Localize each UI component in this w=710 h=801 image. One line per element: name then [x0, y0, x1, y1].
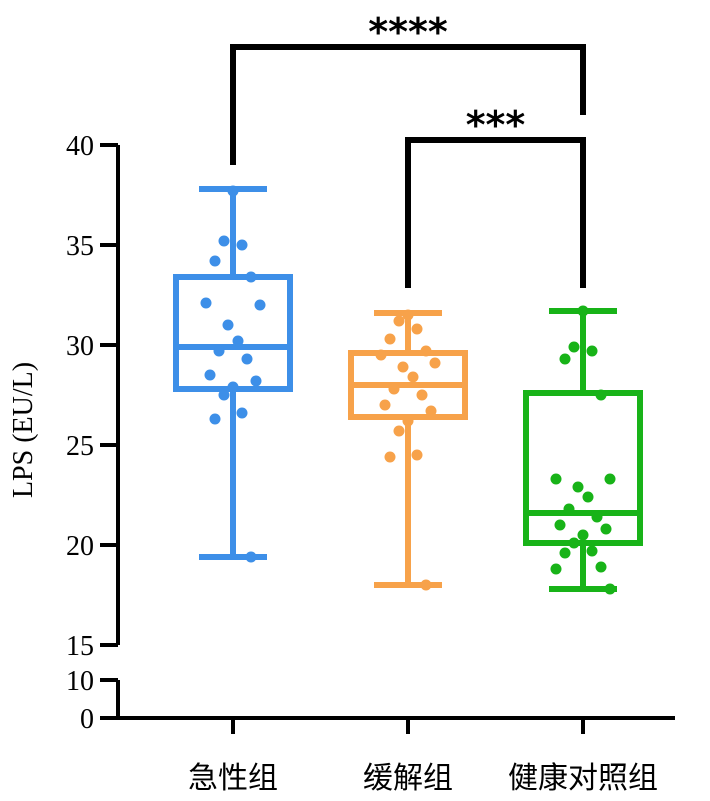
y-tick-label: 15	[66, 631, 94, 662]
data-point	[254, 299, 266, 311]
data-point	[568, 341, 580, 353]
data-point	[245, 271, 257, 283]
data-point	[604, 473, 616, 485]
iqr-box	[523, 390, 643, 546]
data-point	[222, 319, 234, 331]
data-point	[429, 357, 441, 369]
data-point	[595, 561, 607, 573]
y-tick-label: 35	[66, 231, 94, 262]
data-point	[213, 345, 225, 357]
data-point	[218, 389, 230, 401]
x-category-label: 急性组	[188, 761, 278, 796]
x-category-label: 健康对照组	[508, 761, 658, 796]
y-axis: 15 20 25 30 35 40 0 10 LPS (EU/L)	[8, 131, 120, 735]
data-point	[591, 511, 603, 523]
data-point	[600, 523, 612, 535]
y-tick-label: 25	[66, 431, 94, 462]
data-point	[384, 333, 396, 345]
data-point	[572, 481, 584, 493]
data-point	[420, 345, 432, 357]
data-point	[550, 473, 562, 485]
data-point	[200, 297, 212, 309]
data-point	[245, 551, 257, 563]
data-point	[420, 579, 432, 591]
data-point	[236, 239, 248, 251]
significance-label: ****	[368, 10, 448, 54]
boxes	[173, 185, 643, 595]
y-tick-label: 20	[66, 531, 94, 562]
data-point	[554, 519, 566, 531]
significance-label: ***	[466, 103, 526, 147]
data-point	[232, 335, 244, 347]
data-point	[586, 545, 598, 557]
data-point	[384, 451, 396, 463]
data-point	[250, 375, 262, 387]
data-point	[209, 255, 221, 267]
box-group	[173, 185, 293, 563]
box-group	[523, 305, 643, 595]
data-point	[568, 537, 580, 549]
y-axis-label: LPS (EU/L)	[8, 362, 39, 498]
data-point	[379, 399, 391, 411]
data-point	[402, 309, 414, 321]
data-point	[586, 345, 598, 357]
data-point	[393, 425, 405, 437]
data-point	[393, 315, 405, 327]
data-point	[402, 415, 414, 427]
data-point	[209, 413, 221, 425]
y-tick-label: 30	[66, 331, 94, 362]
y-tick-label: 10	[66, 666, 94, 697]
data-point	[604, 583, 616, 595]
data-point	[425, 405, 437, 417]
data-point	[236, 407, 248, 419]
data-point	[582, 491, 594, 503]
data-point	[227, 185, 239, 197]
significance-bracket	[230, 44, 586, 165]
significance-brackets: *******	[230, 10, 586, 288]
significance-bracket	[405, 137, 586, 288]
data-point	[563, 503, 575, 515]
data-point	[375, 349, 387, 361]
data-point	[550, 563, 562, 575]
x-ticks: 急性组 缓解组 健康对照组	[188, 718, 658, 796]
data-point	[218, 235, 230, 247]
data-point	[407, 371, 419, 383]
data-point	[388, 383, 400, 395]
y-tick-label: 0	[80, 704, 94, 735]
data-point	[559, 547, 571, 559]
data-point	[241, 353, 253, 365]
y-tick-label: 40	[66, 131, 94, 162]
data-point	[411, 323, 423, 335]
x-axis: 急性组 缓解组 健康对照组	[116, 716, 675, 796]
y-ticks: 15 20 25 30 35 40 0 10	[66, 131, 118, 735]
box-group	[348, 309, 468, 591]
x-category-label: 缓解组	[363, 761, 453, 796]
data-point	[559, 353, 571, 365]
data-point	[595, 389, 607, 401]
data-point	[411, 449, 423, 461]
data-point	[577, 529, 589, 541]
data-point	[577, 305, 589, 317]
iqr-box	[173, 274, 293, 392]
data-point	[204, 369, 216, 381]
data-point	[227, 381, 239, 393]
data-point	[416, 389, 428, 401]
data-point	[397, 361, 409, 373]
